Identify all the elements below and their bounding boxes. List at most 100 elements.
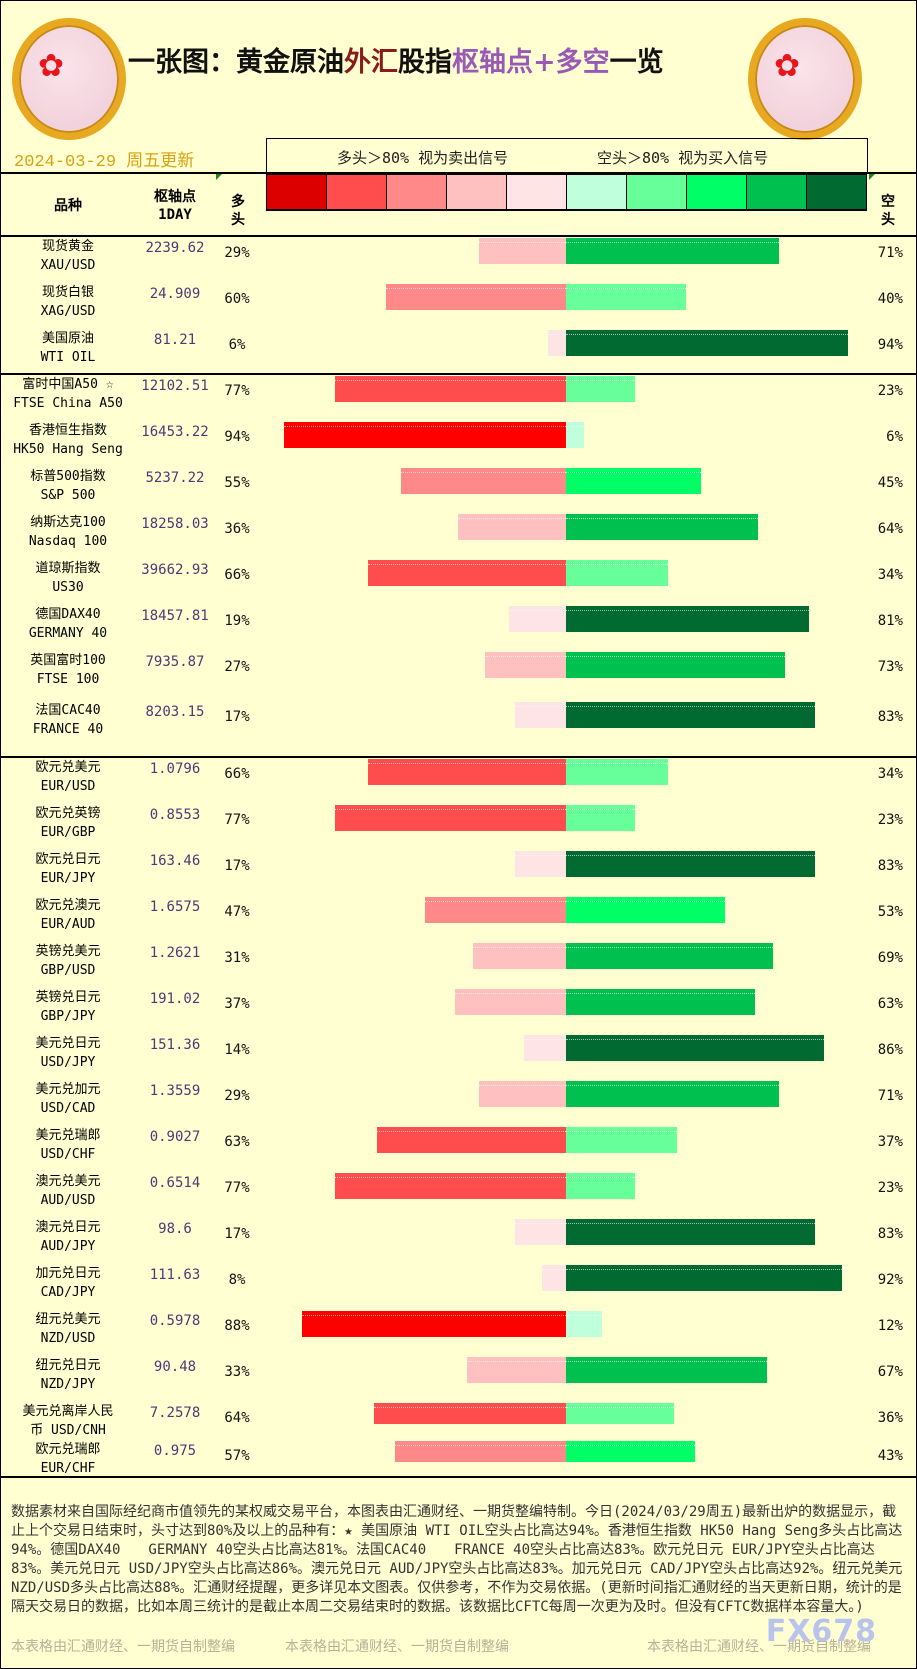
pivot-value: 1.3559 [149, 1083, 201, 1099]
long-percent: 31% [224, 950, 250, 966]
flower-icon: ✿ [775, 40, 800, 86]
long-percent: 94% [224, 429, 250, 445]
table-row: 美元兑离岸人民币 USD/CNH 7.2578 64% 36% [0, 1402, 917, 1440]
short-percent: 83% [877, 709, 903, 725]
table-row: 纽元兑美元 NZD/USD 0.5978 88% 12% [0, 1310, 917, 1356]
title-segment: 一览 [609, 47, 664, 78]
title-segment: 股指 [398, 47, 452, 78]
instrument-code: GERMANY 40 [28, 626, 108, 641]
table-row: 澳元兑日元 AUD/JPY 98.6 17% 83% [0, 1218, 917, 1264]
instrument-code: Nasdaq 100 [28, 534, 108, 549]
long-bar [335, 1173, 566, 1199]
table-row: 道琼斯指数 US30 39662.93 66% 34% [0, 559, 917, 605]
instrument-name: 美元兑日元 [35, 1036, 101, 1051]
instrument-name: 美元兑瑞郎 [35, 1128, 101, 1143]
short-bar [566, 284, 686, 310]
instrument-code: HK50 Hang Seng [13, 442, 123, 457]
instrument-code: FTSE China A50 [13, 396, 123, 411]
short-percent: 71% [877, 1088, 903, 1104]
col-header-pivot-label: 枢轴点 [154, 189, 196, 205]
pivot-value: 7935.87 [145, 654, 205, 670]
table-row: 美国原油 WTI OIL 81.21 6% 94% [0, 329, 917, 375]
table-row: 纽元兑日元 NZD/JPY 90.48 33% 67% [0, 1356, 917, 1402]
short-percent: 83% [877, 858, 903, 874]
short-percent: 63% [877, 996, 903, 1012]
section-divider [0, 756, 917, 758]
long-bar [479, 238, 566, 264]
long-percent: 8% [228, 1272, 246, 1288]
pivot-value: 0.8553 [149, 807, 201, 823]
col-header-short-1: 空 [881, 194, 895, 210]
instrument-code: EUR/USD [40, 779, 96, 794]
long-bar [467, 1357, 566, 1383]
instrument-code: WTI OIL [40, 350, 96, 365]
table-row: 美元兑瑞郎 USD/CHF 0.9027 63% 37% [0, 1126, 917, 1172]
color-swatch [507, 175, 567, 209]
footer-credit: 本表格由汇通财经、一期货自制整编 [11, 1639, 235, 1655]
instrument-name: 欧元兑澳元 [35, 898, 101, 913]
footer-credit: 本表格由汇通财经、一期货自制整编 [285, 1639, 509, 1655]
long-percent: 6% [228, 337, 246, 353]
color-swatch [387, 175, 447, 209]
long-percent: 55% [224, 475, 250, 491]
long-percent: 27% [224, 659, 250, 675]
instrument-name: 英国富时100 [30, 653, 106, 668]
pivot-value: 8203.15 [145, 704, 205, 720]
instrument-name: 美元兑离岸人民 [22, 1404, 114, 1419]
instrument-code: XAU/USD [40, 258, 96, 273]
long-percent: 17% [224, 709, 250, 725]
short-percent: 94% [877, 337, 903, 353]
brand-watermark: FX678 [765, 1614, 877, 1649]
pivot-value: 5237.22 [145, 470, 205, 486]
short-percent: 23% [877, 812, 903, 828]
section-divider [0, 235, 917, 237]
table-row: 英国富时100 FTSE 100 7935.87 27% 73% [0, 651, 917, 701]
short-bar [566, 606, 809, 632]
color-swatch [627, 175, 687, 209]
long-bar [548, 330, 566, 356]
table-row: 现货白银 XAG/USD 24.909 60% 40% [0, 283, 917, 329]
short-bar [566, 1311, 602, 1337]
short-bar [566, 1081, 779, 1107]
long-bar [485, 652, 566, 678]
short-percent: 83% [877, 1226, 903, 1242]
instrument-name: 道琼斯指数 [35, 561, 101, 576]
instrument-code: AUD/USD [40, 1193, 96, 1208]
instrument-name: 欧元兑瑞郎 [35, 1442, 101, 1457]
color-swatch [267, 175, 327, 209]
instrument-code: GBP/JPY [40, 1009, 96, 1024]
pivot-value: 98.6 [158, 1221, 192, 1237]
table-row: 欧元兑美元 EUR/USD 1.0796 66% 34% [0, 758, 917, 804]
short-percent: 64% [877, 521, 903, 537]
long-percent: 14% [224, 1042, 250, 1058]
long-bar [479, 1081, 566, 1107]
pivot-value: 0.9027 [149, 1129, 201, 1145]
short-bar [566, 238, 779, 264]
long-bar [395, 1441, 566, 1462]
short-percent: 12% [877, 1318, 903, 1334]
short-percent: 43% [877, 1448, 903, 1464]
long-bar [368, 560, 566, 586]
table-row: 富时中国A50 ☆ FTSE China A50 12102.51 77% 23% [0, 375, 917, 421]
instrument-name: 欧元兑日元 [35, 852, 101, 867]
short-bar [566, 1403, 674, 1424]
instrument-name: 英镑兑美元 [35, 944, 101, 959]
short-bar [566, 468, 701, 494]
color-swatch [567, 175, 627, 209]
color-swatch [447, 175, 507, 209]
logo-left: ✿ [12, 18, 126, 140]
pivot-value: 0.6514 [149, 1175, 201, 1191]
instrument-name: 现货白银 [41, 285, 94, 300]
long-percent: 33% [224, 1364, 250, 1380]
col-header-pivot: 枢轴点 1DAY [130, 188, 220, 224]
pivot-value: 90.48 [153, 1359, 197, 1375]
long-percent: 77% [224, 1180, 250, 1196]
instrument-code: NZD/JPY [40, 1377, 96, 1392]
long-bar [284, 422, 566, 448]
short-bar [566, 1265, 842, 1291]
instrument-name: 澳元兑美元 [35, 1174, 101, 1189]
pivot-value: 81.21 [153, 332, 197, 348]
instrument-name: 欧元兑英镑 [35, 806, 101, 821]
col-header-long-1: 多 [231, 194, 245, 210]
long-percent: 60% [224, 291, 250, 307]
